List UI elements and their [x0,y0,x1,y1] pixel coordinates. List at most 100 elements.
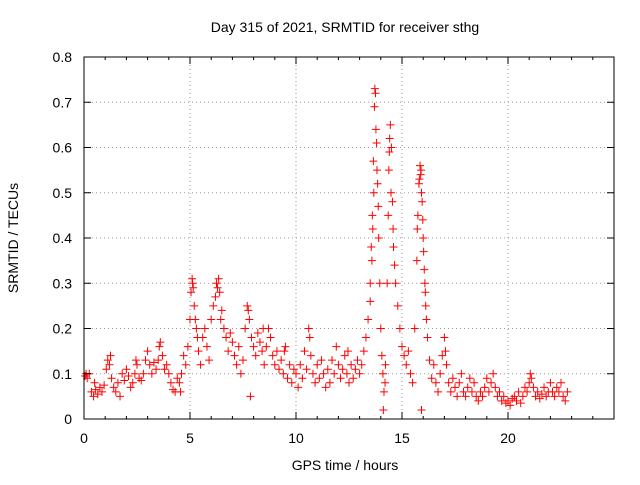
points-layer [81,84,572,414]
data-point [90,378,99,387]
x-tick-label: 0 [80,430,88,446]
data-point [262,342,271,351]
data-point [317,356,326,365]
data-point [277,356,286,365]
data-point [421,288,430,297]
data-point [357,360,366,369]
data-point [373,179,382,188]
data-point [183,342,192,351]
data-point [557,378,565,387]
data-point [122,365,131,374]
data-point [219,324,228,333]
data-point [514,387,523,396]
data-point [141,356,150,365]
y-tick-label: 0.7 [53,94,73,110]
data-point [253,329,262,338]
data-point [393,301,402,310]
data-point [338,365,347,374]
data-point [306,351,315,360]
data-point [245,315,254,324]
data-point [234,342,243,351]
data-point [177,369,186,378]
data-point [470,378,479,387]
data-point [91,385,100,394]
data-point [366,297,375,306]
data-point [212,279,221,288]
data-point [525,378,534,387]
data-point [243,301,252,310]
data-point [420,279,429,288]
y-axis-label: SRMTID / TECUs [5,183,21,293]
data-point [408,378,417,387]
data-point [446,387,455,396]
data-point [516,399,525,408]
data-point [230,351,239,360]
data-point [527,374,536,383]
data-point [531,392,540,401]
data-point [137,376,146,385]
data-point [347,360,356,369]
data-point [336,374,345,383]
data-point [175,378,184,387]
data-point [158,351,167,360]
data-point [478,392,487,401]
data-point [550,392,559,401]
data-point [351,365,360,374]
data-point [255,338,264,347]
data-point [100,381,109,390]
data-point [529,383,538,392]
data-point [418,197,427,206]
ticks-layer [83,56,615,420]
data-point [349,374,358,383]
data-point [480,383,489,392]
data-point [107,374,116,383]
data-point [342,369,351,378]
y-tick-label: 0.6 [53,140,73,156]
data-point [379,387,388,396]
data-point [228,338,237,347]
data-point [374,234,383,242]
data-point [93,390,102,399]
data-point [499,392,508,401]
data-point [377,351,386,360]
data-point [143,347,152,356]
data-point [533,387,542,396]
data-point [383,279,392,288]
data-point [501,399,510,408]
data-point [434,387,443,396]
data-point [300,347,309,356]
data-point [467,387,476,396]
x-tick-label: 20 [500,430,516,446]
data-point [169,385,178,394]
data-point [279,369,288,378]
data-point [385,134,394,143]
data-point [559,392,568,401]
data-point [232,360,241,369]
data-point [561,396,570,405]
y-tick-label: 0.8 [53,49,73,65]
data-point [236,369,245,378]
data-point [381,360,390,369]
data-point [378,369,387,378]
data-point [128,378,137,387]
data-point [563,387,572,396]
data-point [187,288,196,297]
data-point [81,372,90,381]
data-point [370,102,379,111]
data-point [510,392,519,401]
data-point [258,347,267,356]
y-tick-label: 0.1 [53,366,73,382]
data-point [504,396,512,405]
data-point [489,369,498,378]
data-point [361,333,370,342]
data-point [147,369,156,378]
data-point [386,188,395,197]
data-point [526,369,535,378]
data-point [546,378,555,387]
data-point [191,315,200,324]
data-point [283,374,292,383]
data-point [404,347,413,356]
data-point [109,383,118,392]
y-tick-label: 0.2 [53,321,73,337]
